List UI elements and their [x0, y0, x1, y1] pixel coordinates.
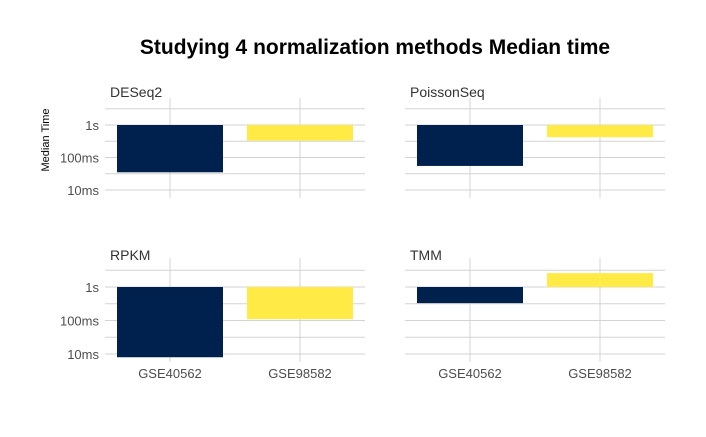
y-axis-title: Median Time	[40, 109, 52, 172]
bar-rpkm-gse98582	[247, 287, 353, 320]
y-tick-label: 1s	[85, 118, 99, 133]
facet-label-deseq2: DESeq2	[110, 84, 162, 100]
facet-label-poissonseq: PoissonSeq	[410, 84, 485, 100]
bar-deseq2-gse40562	[117, 125, 223, 173]
bars-layer	[117, 125, 653, 358]
bar-deseq2-gse98582	[247, 125, 353, 141]
bar-rpkm-gse40562	[117, 287, 223, 358]
y-tick-label: 10ms	[67, 183, 99, 198]
y-tick-label: 1s	[85, 280, 99, 295]
chart-title: Studying 4 normalization methods Median …	[139, 36, 611, 59]
bar-tmm-gse98582	[547, 273, 653, 287]
facet-label-rpkm: RPKM	[110, 247, 150, 263]
y-tick-label: 10ms	[67, 347, 99, 362]
bar-poissonseq-gse98582	[547, 125, 653, 138]
bar-tmm-gse40562	[417, 287, 523, 304]
facet-label-tmm: TMM	[410, 247, 442, 263]
x-tick-label: GSE98582	[268, 366, 332, 381]
text-layer: DESeq2 1s 100ms 10ms PoissonSeq RPKM 1s 100ms 10…	[40, 84, 632, 381]
y-tick-label: 100ms	[60, 151, 100, 166]
x-tick-label: GSE40562	[138, 366, 202, 381]
x-tick-label: GSE98582	[568, 366, 632, 381]
x-tick-label: GSE40562	[438, 366, 502, 381]
y-tick-label: 100ms	[60, 314, 100, 329]
bar-poissonseq-gse40562	[417, 125, 523, 166]
